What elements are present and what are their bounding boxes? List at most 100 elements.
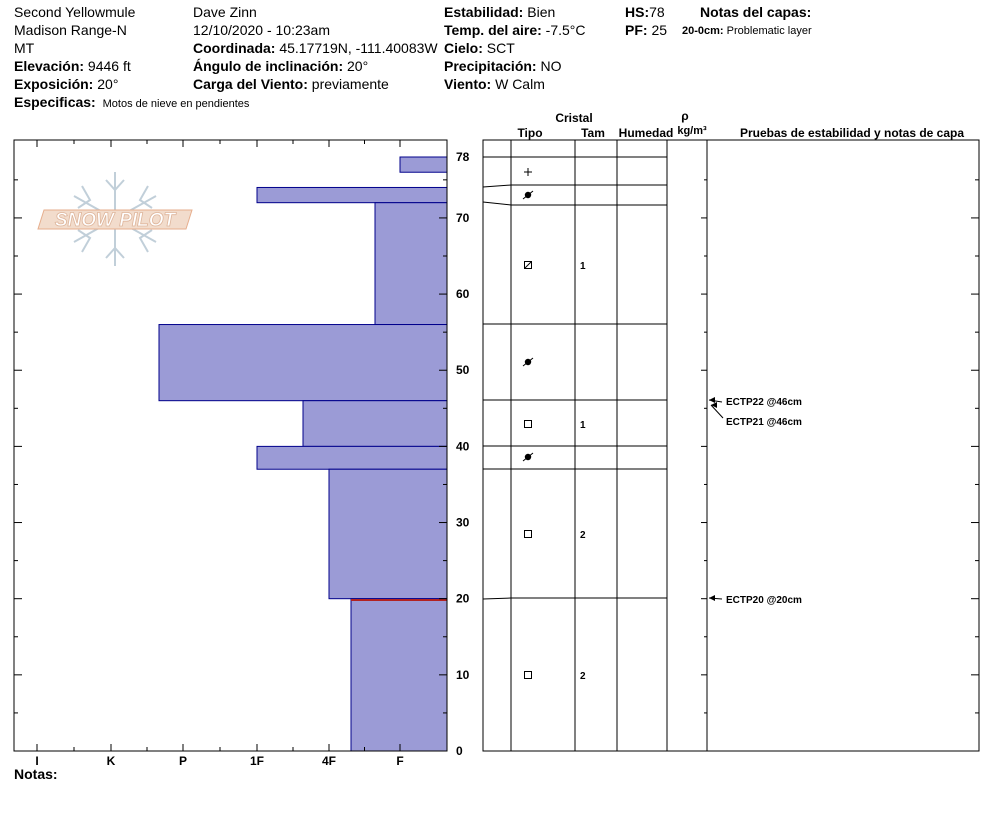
elevation: Elevación: 9446 ft xyxy=(14,58,131,74)
precipitation-particles-crystal xyxy=(524,168,532,176)
hardness-x-ticks: I K P 1F 4F F xyxy=(35,140,404,768)
location-name: Second Yellowmule xyxy=(14,4,136,20)
header-size: Tam xyxy=(581,126,605,140)
hardness-bar xyxy=(158,324,448,402)
x-tick-label: F xyxy=(396,754,403,768)
coordinates: Coordinada: 45.17719N, -111.40083W xyxy=(193,40,438,56)
hardness-bar xyxy=(302,400,448,447)
facet-icon xyxy=(524,420,532,428)
crystal-size: 2 xyxy=(580,530,586,541)
hs-label: HS: xyxy=(625,4,650,20)
crystal-table: 1 1 2 2 ECTP22 @46cm ECTP21 @46cm ECTP20 @20c… xyxy=(482,139,980,752)
layer-connector xyxy=(482,201,512,206)
y-tick-label: 30 xyxy=(456,516,470,530)
arrow-icon xyxy=(711,402,717,408)
layer-connector xyxy=(482,597,512,600)
incline-label: Ángulo de inclinación: xyxy=(193,58,344,74)
air-temp: Temp. del aire: -7.5°C xyxy=(444,22,586,38)
layer-notes-title: Notas del capas: xyxy=(700,4,812,20)
specifics-value: Motos de nieve en pendientes xyxy=(102,98,250,110)
hardness-bar xyxy=(374,202,448,326)
hardness-bars xyxy=(158,156,448,752)
elevation-label: Elevación: xyxy=(14,58,85,74)
sky: Cielo: SCT xyxy=(444,40,517,56)
y-tick-label: 0 xyxy=(456,744,463,758)
layer-boundary-lines xyxy=(482,156,667,600)
y-tick-label: 20 xyxy=(456,592,470,606)
faceted-crystal: 1 xyxy=(524,420,586,431)
notes-label: Notas: xyxy=(14,766,58,782)
elevation-value: 9446 ft xyxy=(87,58,131,74)
incline: Ángulo de inclinación: 20° xyxy=(193,58,368,74)
hs-value: 78 xyxy=(649,4,665,20)
melt-forms-crystal xyxy=(522,190,534,200)
facet-icon xyxy=(524,530,532,538)
layer-note-label: 20-0cm: xyxy=(682,25,724,37)
test-pointer xyxy=(710,404,724,419)
melt-form-icon xyxy=(522,452,534,462)
layer-note-value: Problematic layer xyxy=(726,25,812,37)
stability: Estabilidad: Bien xyxy=(444,4,555,20)
arrow-icon xyxy=(709,595,715,601)
header-moisture: Humedad xyxy=(619,126,674,140)
range-name: Madison Range-N xyxy=(14,22,127,38)
stability-test-label: ECTP22 @46cm xyxy=(726,397,802,408)
hardness-bar xyxy=(399,156,448,173)
sky-label: Cielo: xyxy=(444,40,483,56)
stability-test-label: ECTP21 @46cm xyxy=(726,417,802,428)
crystal-size: 2 xyxy=(580,671,586,682)
logo-banner xyxy=(37,209,193,230)
observation-datetime: 12/10/2020 - 10:23am xyxy=(193,22,330,38)
faceted-crystal: 2 xyxy=(524,671,586,682)
facet-icon xyxy=(524,671,532,679)
specifics: Especificas: Motos de nieve en pendiente… xyxy=(14,94,249,112)
wind: Viento: W Calm xyxy=(444,76,545,92)
stability-value: Bien xyxy=(527,4,556,20)
y-tick-label: 60 xyxy=(456,287,470,301)
rounding-facet-icon xyxy=(524,261,532,269)
hardness-bar xyxy=(256,186,448,204)
crystal-size: 1 xyxy=(580,261,586,272)
sky-value: SCT xyxy=(486,40,515,56)
x-tick-label: I xyxy=(35,754,38,768)
x-tick-label: 4F xyxy=(322,754,336,768)
crystal-symbols: 1 1 2 2 xyxy=(522,168,586,682)
layer-connector xyxy=(482,184,512,188)
air-temp-label: Temp. del aire: xyxy=(444,22,542,38)
y-tick-label: 78 xyxy=(456,150,470,164)
stability-label: Estabilidad: xyxy=(444,4,524,20)
coordinates-value: 45.17719N, -111.40083W xyxy=(279,40,438,56)
layer-note: 20-0cm: Problematic layer xyxy=(682,23,812,39)
pf-label: PF: xyxy=(625,22,648,38)
header-tests: Pruebas de estabilidad y notas de capa xyxy=(740,126,964,140)
logo-text: SNOW PILOT xyxy=(55,210,177,231)
y-tick-label: 50 xyxy=(456,363,470,377)
air-temp-value: -7.5°C xyxy=(545,22,586,38)
x-tick-label: K xyxy=(107,754,116,768)
incline-value: 20° xyxy=(347,58,369,74)
header-crystal: Cristal xyxy=(555,111,592,125)
precipitation: Precipitación: NO xyxy=(444,58,561,74)
y-tick-label: 70 xyxy=(456,211,470,225)
snow-height: HS:78 xyxy=(625,4,665,20)
rounding-faceted-crystal: 1 xyxy=(524,261,586,272)
hardness-bar xyxy=(256,445,448,470)
aspect: Exposición: 20° xyxy=(14,76,118,92)
faceted-crystal: 2 xyxy=(524,530,586,541)
wind-label: Viento: xyxy=(444,76,492,92)
precip-label: Precipitación: xyxy=(444,58,537,74)
x-tick-label: P xyxy=(179,754,187,768)
aspect-value: 20° xyxy=(97,76,119,92)
wind-loading: Carga del Viento: previamente xyxy=(193,76,389,92)
melt-form-icon xyxy=(522,190,534,200)
height-y-ticks: 0 10 20 30 40 50 60 70 78 xyxy=(14,150,470,758)
wind-loading-label: Carga del Viento: xyxy=(193,76,308,92)
stability-test-label: ECTP20 @20cm xyxy=(726,595,802,606)
rounding-facet-icon xyxy=(524,261,532,269)
pf-value: 25 xyxy=(651,22,668,38)
hardness-plot-frame xyxy=(13,139,448,752)
table-right-ticks xyxy=(701,179,979,752)
header-type: Tipo xyxy=(517,126,542,140)
wind-loading-value: previamente xyxy=(311,76,389,92)
